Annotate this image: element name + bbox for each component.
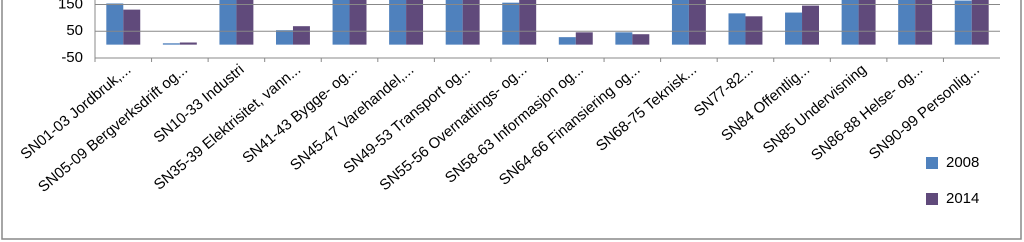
x-tick-label: SN85 Undervisning: [760, 61, 870, 157]
bar: [123, 9, 141, 45]
bar: [445, 0, 463, 45]
bar: [219, 0, 237, 45]
bar: [688, 0, 706, 45]
bar: [802, 5, 819, 45]
legend-swatch: [926, 193, 938, 205]
y-tick-label: -50: [61, 49, 83, 66]
bar: [332, 0, 350, 45]
bar: [292, 26, 310, 45]
bar: [841, 0, 859, 45]
plot-area: [106, 0, 989, 45]
legend-swatch: [926, 157, 938, 169]
bar: [106, 3, 124, 45]
bar: [671, 0, 689, 45]
bar: [389, 0, 407, 45]
legend-label: 2014: [946, 190, 979, 207]
bar: [954, 0, 972, 45]
bar: [858, 0, 876, 45]
bar: [179, 42, 197, 45]
bar: [615, 32, 633, 45]
x-tick-label: SN90-99 Personlig...: [866, 61, 983, 163]
bar: [915, 0, 933, 45]
bar: [276, 30, 293, 45]
bar: [971, 0, 989, 45]
y-tick-label: 150: [58, 0, 83, 13]
x-tick-label: SN68-75 Teknisk...: [593, 61, 700, 155]
bar: [162, 43, 180, 45]
legend-label: 2008: [946, 154, 979, 171]
bar: [575, 32, 593, 45]
bar: [349, 0, 367, 45]
bar: [745, 16, 763, 45]
bar: [236, 0, 254, 45]
bar: [728, 13, 746, 45]
bar: [502, 2, 520, 45]
bar: [519, 0, 537, 45]
bar: [462, 0, 480, 45]
bar: [558, 37, 576, 45]
bar: [898, 0, 916, 45]
bar: [406, 0, 424, 45]
y-tick-label: 50: [66, 22, 83, 39]
bar: [785, 12, 803, 45]
bar: [632, 34, 650, 45]
